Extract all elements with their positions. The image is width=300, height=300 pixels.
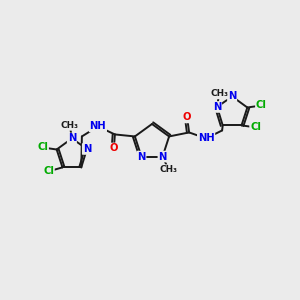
Text: O: O xyxy=(110,143,118,153)
Text: CH₃: CH₃ xyxy=(210,89,228,98)
Text: NH: NH xyxy=(90,122,106,131)
Text: N: N xyxy=(213,102,221,112)
Text: N: N xyxy=(137,152,146,162)
Text: N: N xyxy=(68,134,76,143)
Text: O: O xyxy=(183,112,191,122)
Text: CH₃: CH₃ xyxy=(61,121,79,130)
Text: Cl: Cl xyxy=(43,167,54,176)
Text: Cl: Cl xyxy=(37,142,48,152)
Text: N: N xyxy=(83,144,91,154)
Text: Cl: Cl xyxy=(250,122,261,132)
Text: N: N xyxy=(158,152,167,162)
Text: N: N xyxy=(228,92,236,101)
Text: Cl: Cl xyxy=(256,100,267,110)
Text: NH: NH xyxy=(198,134,214,143)
Text: CH₃: CH₃ xyxy=(160,165,178,174)
